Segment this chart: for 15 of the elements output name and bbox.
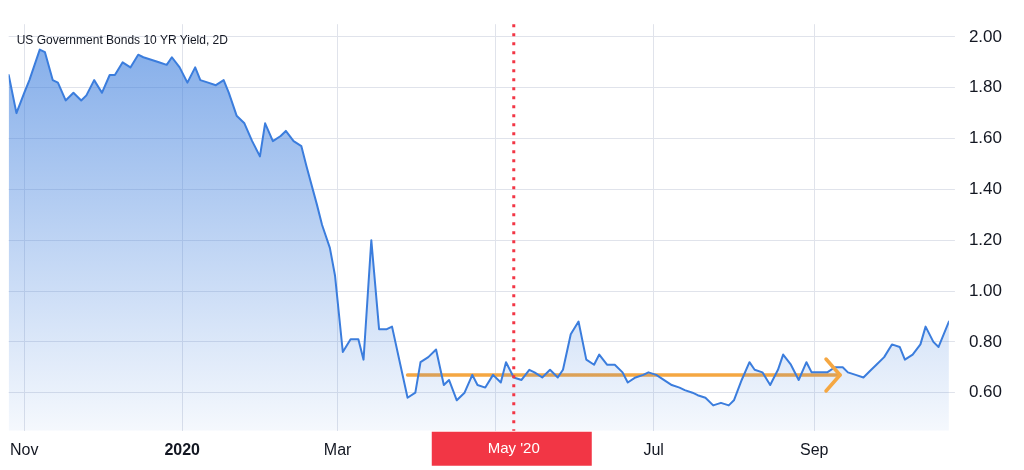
y-tick-label: 0.80 — [968, 331, 1003, 351]
ref-line-label: May '20 — [487, 438, 540, 456]
x-tick-label: Nov — [10, 440, 39, 458]
x-tick-label: 2020 — [164, 440, 201, 458]
y-tick-label: 1.40 — [968, 179, 1003, 199]
x-tick-label: Jul — [643, 440, 664, 458]
y-tick-label: 1.20 — [968, 229, 1003, 249]
x-tick-label: Mar — [323, 440, 353, 458]
x-tick-label: Sep — [799, 440, 829, 458]
y-tick-label: 1.60 — [968, 128, 1003, 148]
text: US Government Bonds 10 YR Yield, 2D — [16, 32, 229, 47]
y-tick-label: 0.60 — [968, 382, 1003, 402]
y-tick-label: 1.80 — [968, 77, 1003, 97]
y-tick-label: 1.00 — [968, 280, 1003, 300]
y-tick-label: 2.00 — [968, 26, 1003, 46]
